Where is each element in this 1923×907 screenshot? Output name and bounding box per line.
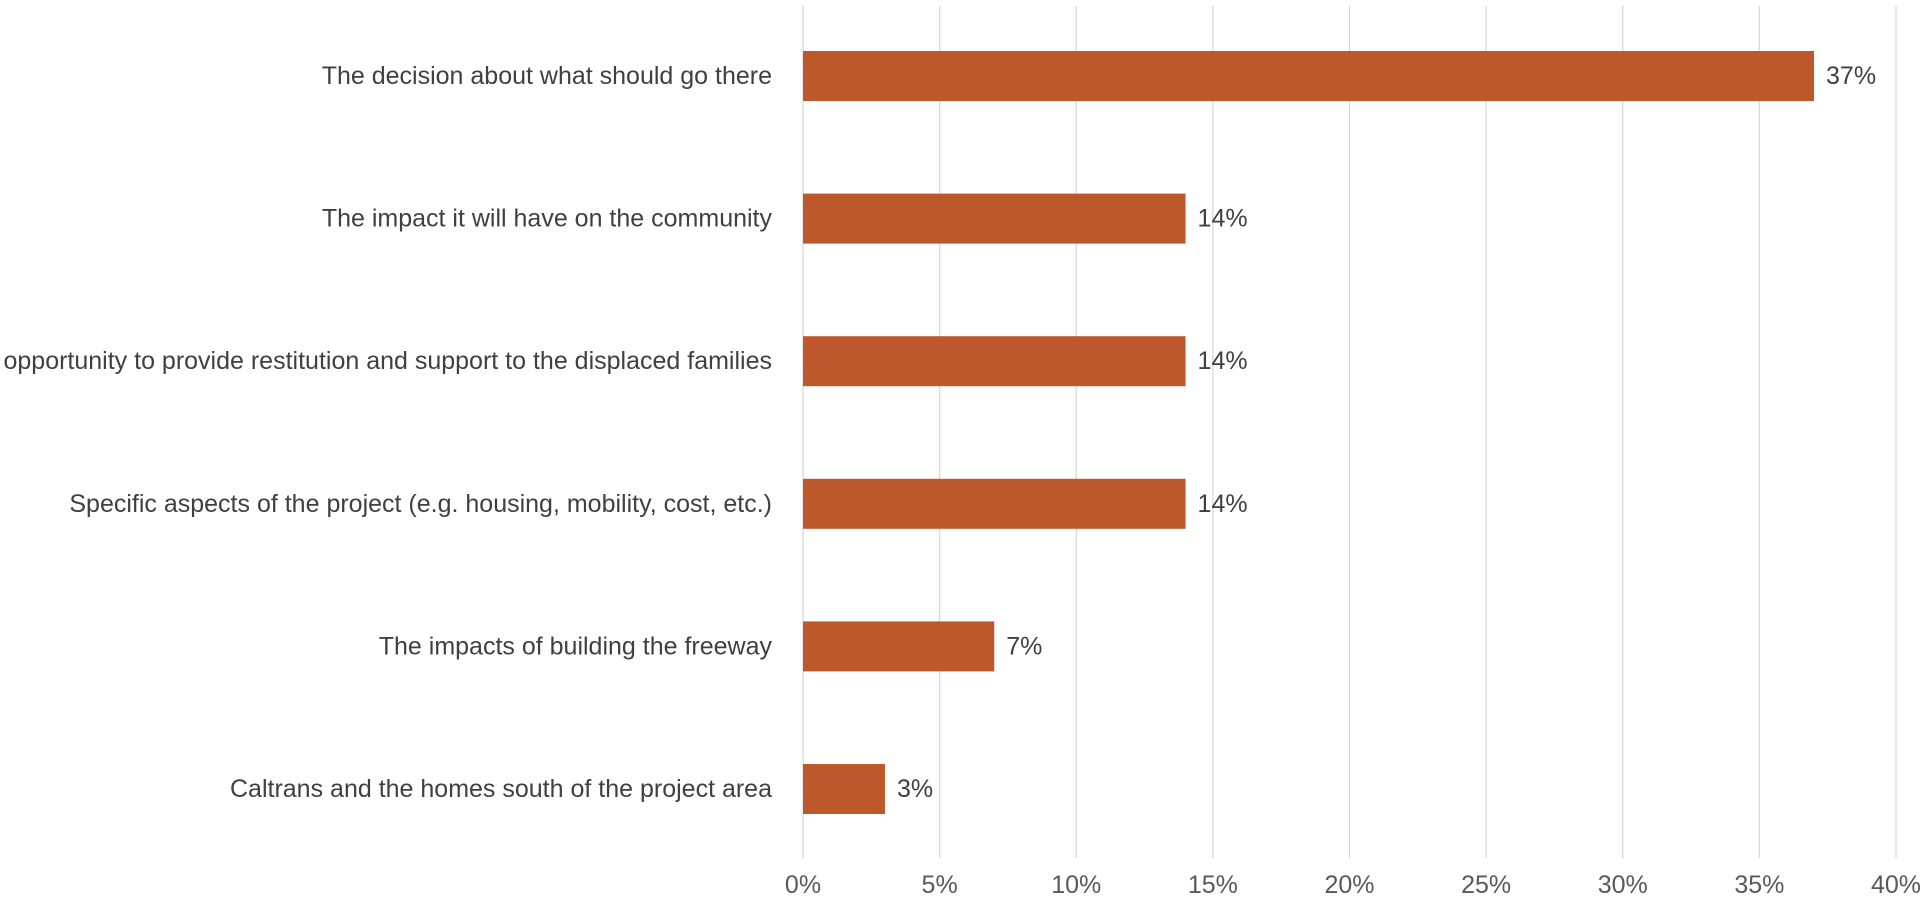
category-label: The impacts of building the freeway — [379, 632, 773, 660]
data-label: 14% — [1198, 490, 1248, 518]
x-tick-label: 20% — [1324, 871, 1374, 899]
x-tick-label: 15% — [1188, 871, 1238, 899]
data-label: 7% — [1006, 632, 1042, 660]
x-tick-label: 35% — [1734, 871, 1784, 899]
bar — [803, 621, 995, 672]
x-tick-label: 5% — [922, 871, 958, 899]
bars — [803, 51, 1815, 814]
category-label: The impact it will have on the community — [322, 205, 773, 233]
x-tick-label: 10% — [1051, 871, 1101, 899]
x-tick-label: 40% — [1871, 871, 1921, 899]
x-axis-tick-labels: 0% 5% 10% 15% 20% 25% 30% 35% 40% — [785, 871, 1921, 899]
bar — [803, 478, 1186, 529]
category-label: The decision about what should go there — [322, 62, 772, 90]
data-labels: 37% 14% 14% 14% 7% 3% — [897, 62, 1876, 803]
category-label: opportunity to provide restitution and s… — [3, 347, 772, 375]
data-label: 37% — [1826, 62, 1876, 90]
bar — [803, 336, 1186, 387]
category-label: Specific aspects of the project (e.g. ho… — [69, 490, 772, 518]
bar — [803, 51, 1815, 101]
data-label: 3% — [897, 775, 933, 803]
bar — [803, 193, 1186, 244]
data-label: 14% — [1198, 347, 1248, 375]
x-tick-label: 0% — [785, 871, 821, 899]
x-tick-label: 25% — [1461, 871, 1511, 899]
x-tick-label: 30% — [1598, 871, 1648, 899]
bar — [803, 764, 885, 814]
data-label: 14% — [1198, 205, 1248, 233]
category-labels: The decision about what should go there T… — [3, 62, 772, 803]
category-label: Caltrans and the homes south of the proj… — [230, 775, 772, 803]
gridlines — [802, 6, 1897, 858]
